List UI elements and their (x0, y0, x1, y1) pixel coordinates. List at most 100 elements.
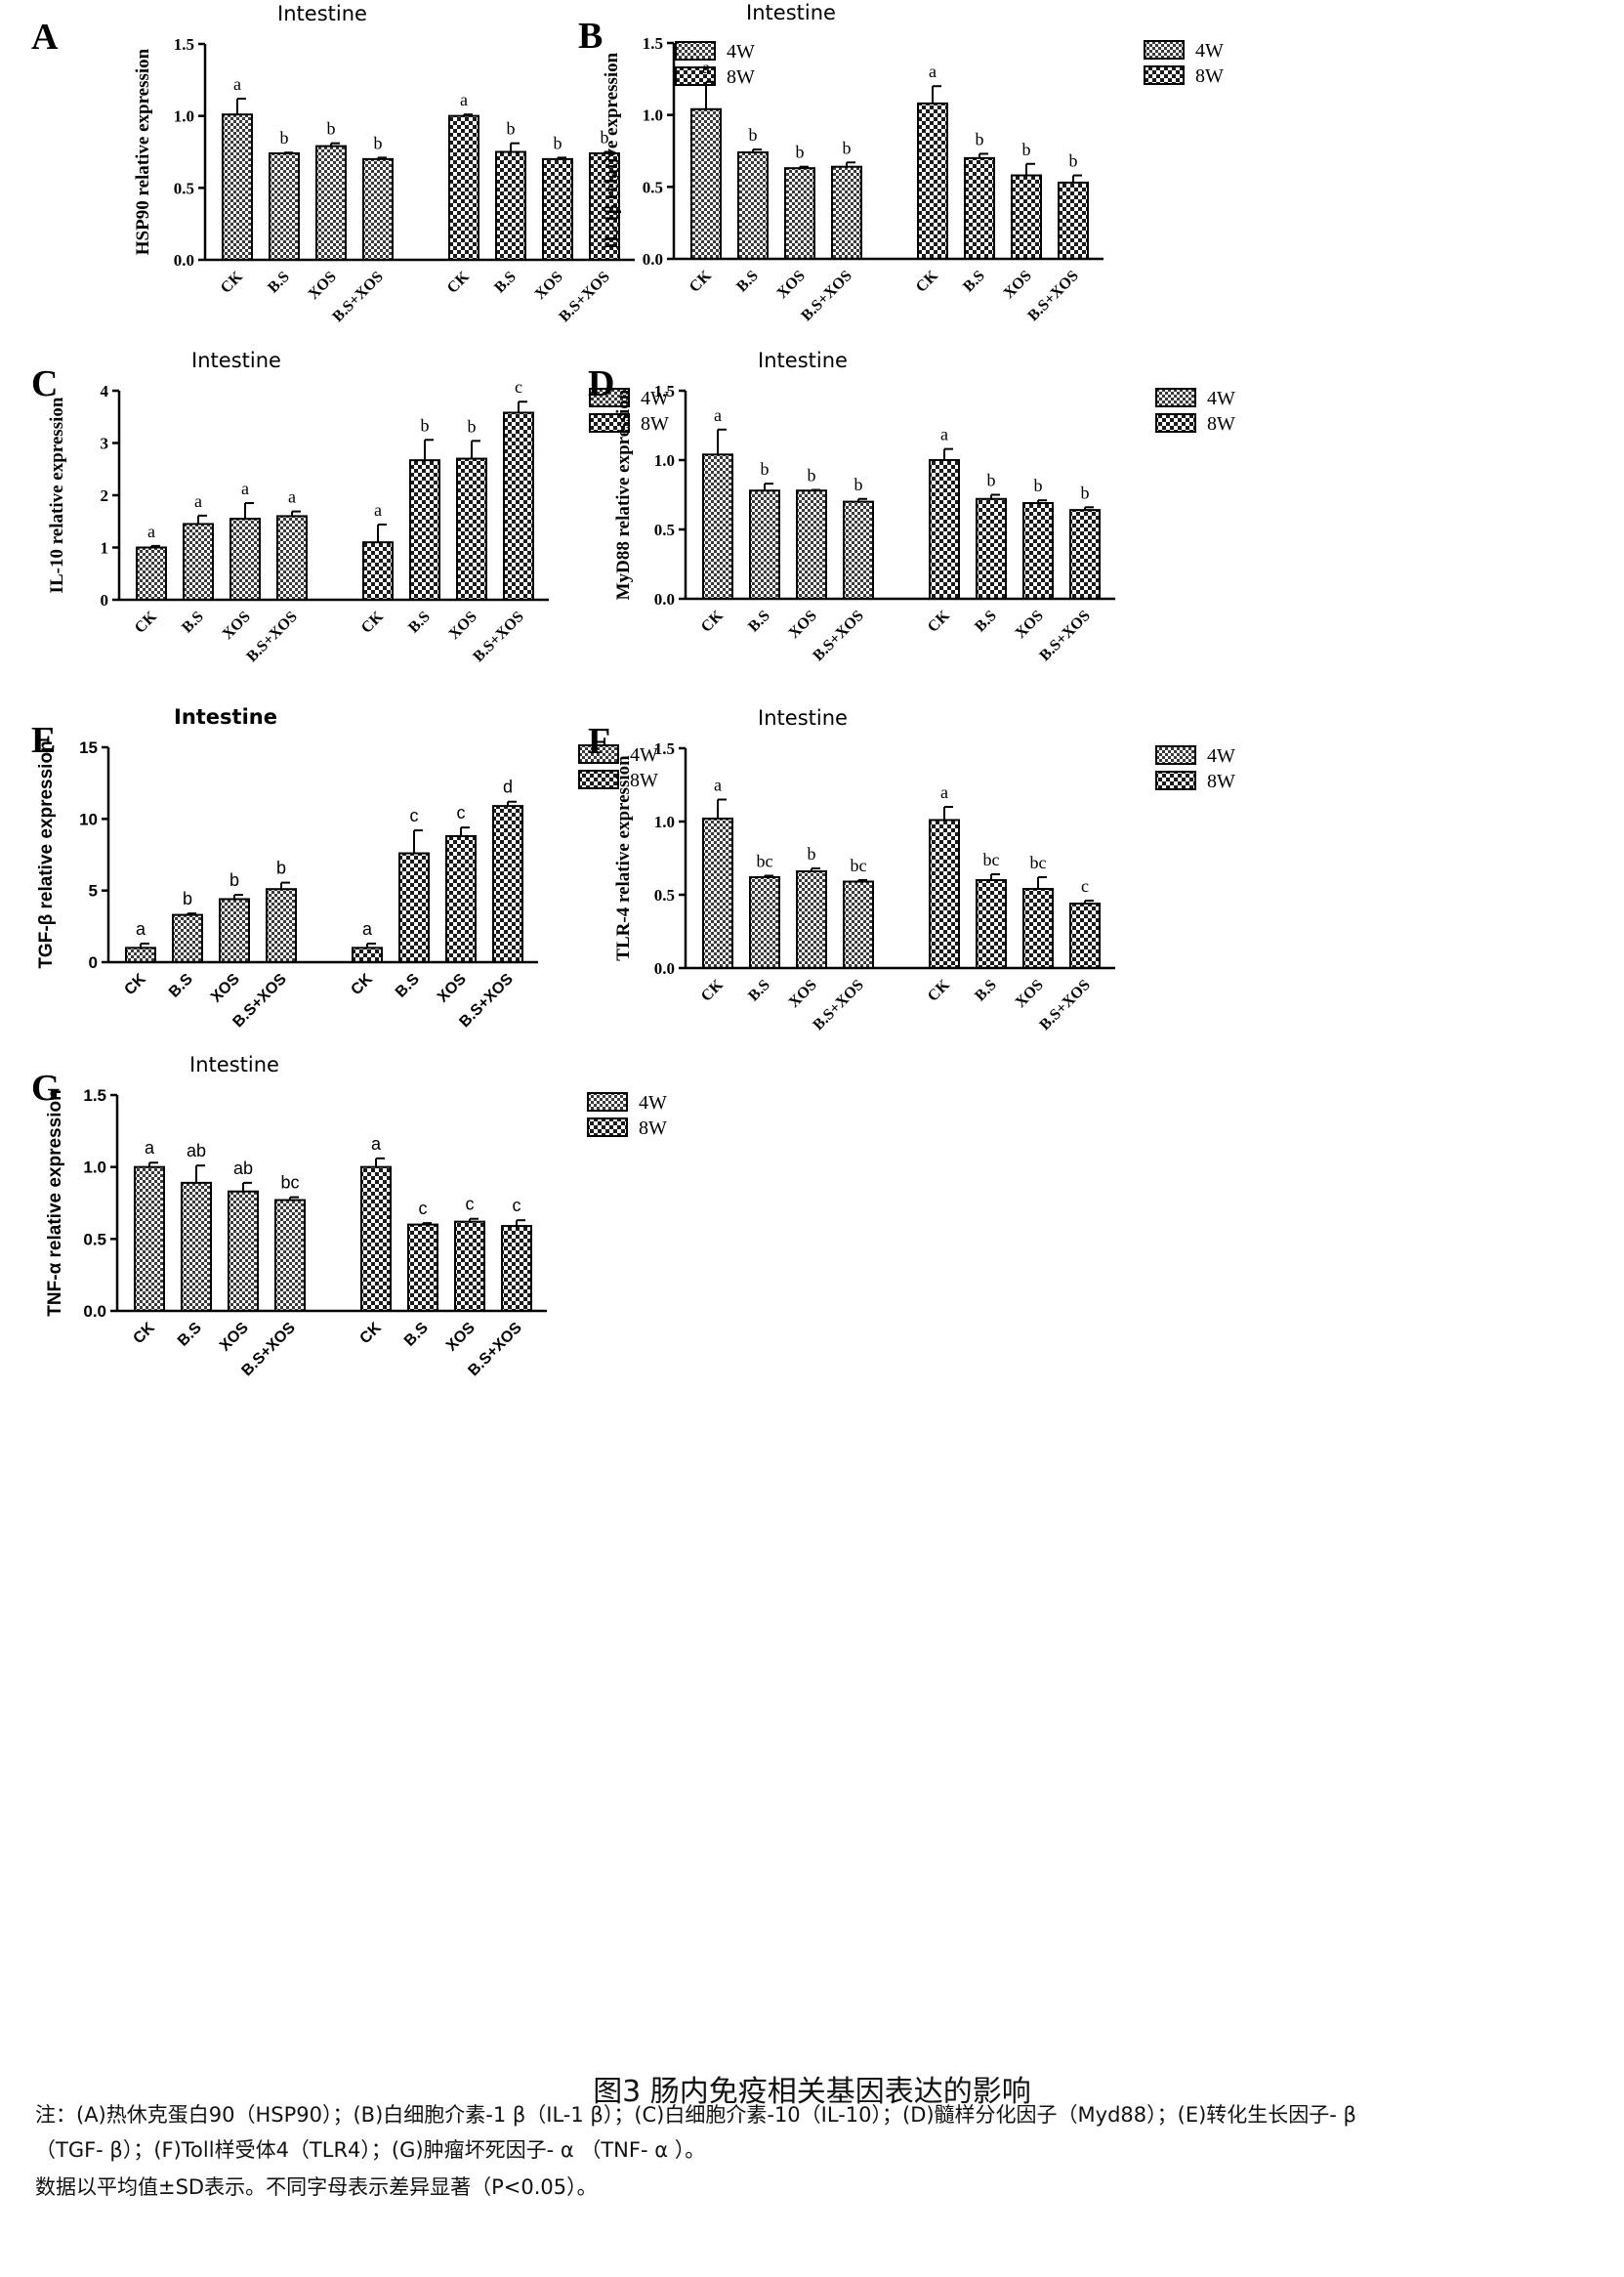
bar-4w-xos (796, 870, 827, 969)
y-tick-label: 1.5 (83, 1086, 106, 1105)
significance-letter: c (515, 377, 522, 397)
significance-letter: c (419, 1199, 428, 1218)
x-tick-label: B.S (265, 269, 293, 297)
chart-panel-a: A Intestine HSP90 relative expression 0.0 0.… (20, 0, 801, 508)
legend-label-4w: 4W (727, 41, 755, 63)
x-tick-label: B.S (960, 268, 988, 296)
y-axis-label: HSP90 relative expression (133, 48, 153, 255)
bar-8w-ck (917, 102, 948, 260)
x-tick-label: XOS (786, 608, 820, 642)
significance-letter: a (233, 74, 241, 94)
bar-8w-xos (1011, 174, 1042, 260)
significance-letter: b (761, 459, 770, 479)
significance-letter: b (601, 128, 609, 148)
x-tick-label: CK (121, 970, 149, 998)
chart-svg-d: D Intestine MyD88 relative expression 0.0 0.… (588, 349, 1235, 664)
x-tick-label: XOS (306, 269, 340, 303)
bar-4w-xos (219, 898, 250, 963)
x-tick-label: XOS (786, 977, 820, 1011)
x-tick-label: CK (358, 608, 387, 636)
legend-label-4w: 4W (1207, 388, 1235, 409)
chart-panel-e: E Intestine TGF-β relative expression 0 5 10 1… (20, 703, 801, 1211)
chart-title: Intestine (758, 706, 848, 730)
y-tick-label: 2 (101, 486, 109, 505)
panel-letter: G (31, 1068, 61, 1109)
chart-title: Intestine (189, 1053, 279, 1076)
significance-letter: b (327, 119, 336, 139)
significance-letter: b (808, 466, 816, 485)
bar-8w-xos (456, 457, 487, 601)
panel-letter: A (31, 17, 59, 58)
significance-letter: bc (851, 856, 867, 875)
significance-letter: b (507, 119, 516, 139)
x-tick-label: XOS (220, 609, 254, 643)
legend-swatch-8w (675, 66, 716, 86)
y-axis-label: IL-1β relative expression (602, 52, 622, 249)
x-tick-label: XOS (446, 609, 480, 643)
legend-swatch-8w (1155, 771, 1196, 790)
chart-panel-b: B Intestine IL-1β relative expression 0.0 0.… (566, 0, 1348, 508)
y-axis-label: TNF-α relative expression (45, 1089, 65, 1316)
x-tick-label: B.S (179, 609, 207, 637)
significance-letter: b (854, 475, 863, 494)
bar-8w-b-s (964, 156, 995, 260)
legend-label-8w: 8W (630, 770, 658, 791)
x-tick-label: CK (698, 976, 727, 1004)
significance-letter: a (362, 919, 373, 939)
bar-4w-ck (134, 1165, 165, 1312)
x-tick-label: B.S (166, 971, 196, 1001)
bar-4w-b-s-xos (843, 880, 874, 969)
bar-4w-ck (702, 453, 733, 600)
y-axis-label: TGF-β relative expression (36, 740, 57, 968)
bar-8w-b-s-xos (501, 1225, 532, 1312)
x-tick-label: CK (925, 976, 953, 1004)
chart-svg-g: G Intestine TNF-α relative expression 0.0 0.… (31, 1053, 667, 1379)
bar-8w-b-s (495, 150, 526, 261)
bar-4w-ck (690, 107, 722, 260)
significance-letter: b (976, 129, 984, 148)
x-tick-label: B.S (733, 268, 762, 296)
chart-title: Intestine (174, 705, 277, 729)
x-tick-label: B.S (491, 269, 520, 297)
legend-label-4w: 4W (1207, 745, 1235, 767)
bar-8w-b-s (976, 879, 1007, 969)
y-tick-label: 0.5 (83, 1230, 106, 1248)
bar-4w-xos (784, 167, 815, 260)
y-tick-label: 0.5 (654, 521, 675, 539)
x-tick-label: B.S+XOS (1036, 608, 1093, 664)
bar-8w-b-s-xos (492, 805, 523, 963)
significance-letter: a (288, 487, 296, 507)
y-tick-label: 1.0 (654, 451, 675, 470)
significance-letter: b (421, 415, 430, 435)
bar-4w-xos (228, 1190, 259, 1312)
significance-letter: c (410, 806, 419, 825)
bar-4w-b-s-xos (276, 515, 308, 601)
legend-swatch-4w (589, 388, 630, 407)
significance-letter: a (371, 1134, 382, 1154)
bar-8w-ck (360, 1165, 392, 1312)
bar-8w-xos (445, 834, 477, 963)
significance-letter: b (468, 416, 477, 436)
x-tick-label: B.S+XOS (1024, 268, 1081, 324)
bar-8w-ck (929, 819, 960, 969)
significance-letter: a (940, 425, 948, 444)
chart-title: Intestine (746, 1, 836, 24)
y-tick-label: 4 (101, 382, 109, 401)
significance-letter: a (702, 58, 710, 77)
x-tick-label: B.S+XOS (810, 608, 866, 664)
bar-8w-xos (1022, 502, 1054, 601)
significance-letter: c (1081, 876, 1089, 896)
significance-letter: b (843, 138, 852, 157)
bar-4w-b-s-xos (362, 157, 394, 261)
y-tick-label: 5 (89, 882, 98, 901)
x-tick-label: XOS (1013, 977, 1047, 1011)
bar-8w-b-s-xos (1069, 903, 1101, 969)
significance-letter: ab (187, 1141, 206, 1160)
y-tick-label: 0 (89, 953, 98, 972)
bar-4w-b-s-xos (274, 1199, 306, 1312)
legend-label-8w: 8W (1207, 413, 1235, 435)
y-tick-label: 0 (101, 591, 109, 610)
legend-swatch-8w (578, 770, 619, 789)
significance-letter: bc (1030, 853, 1047, 872)
chart-svg-e: E Intestine TGF-β relative expression 0 5 10 1… (31, 705, 658, 1031)
